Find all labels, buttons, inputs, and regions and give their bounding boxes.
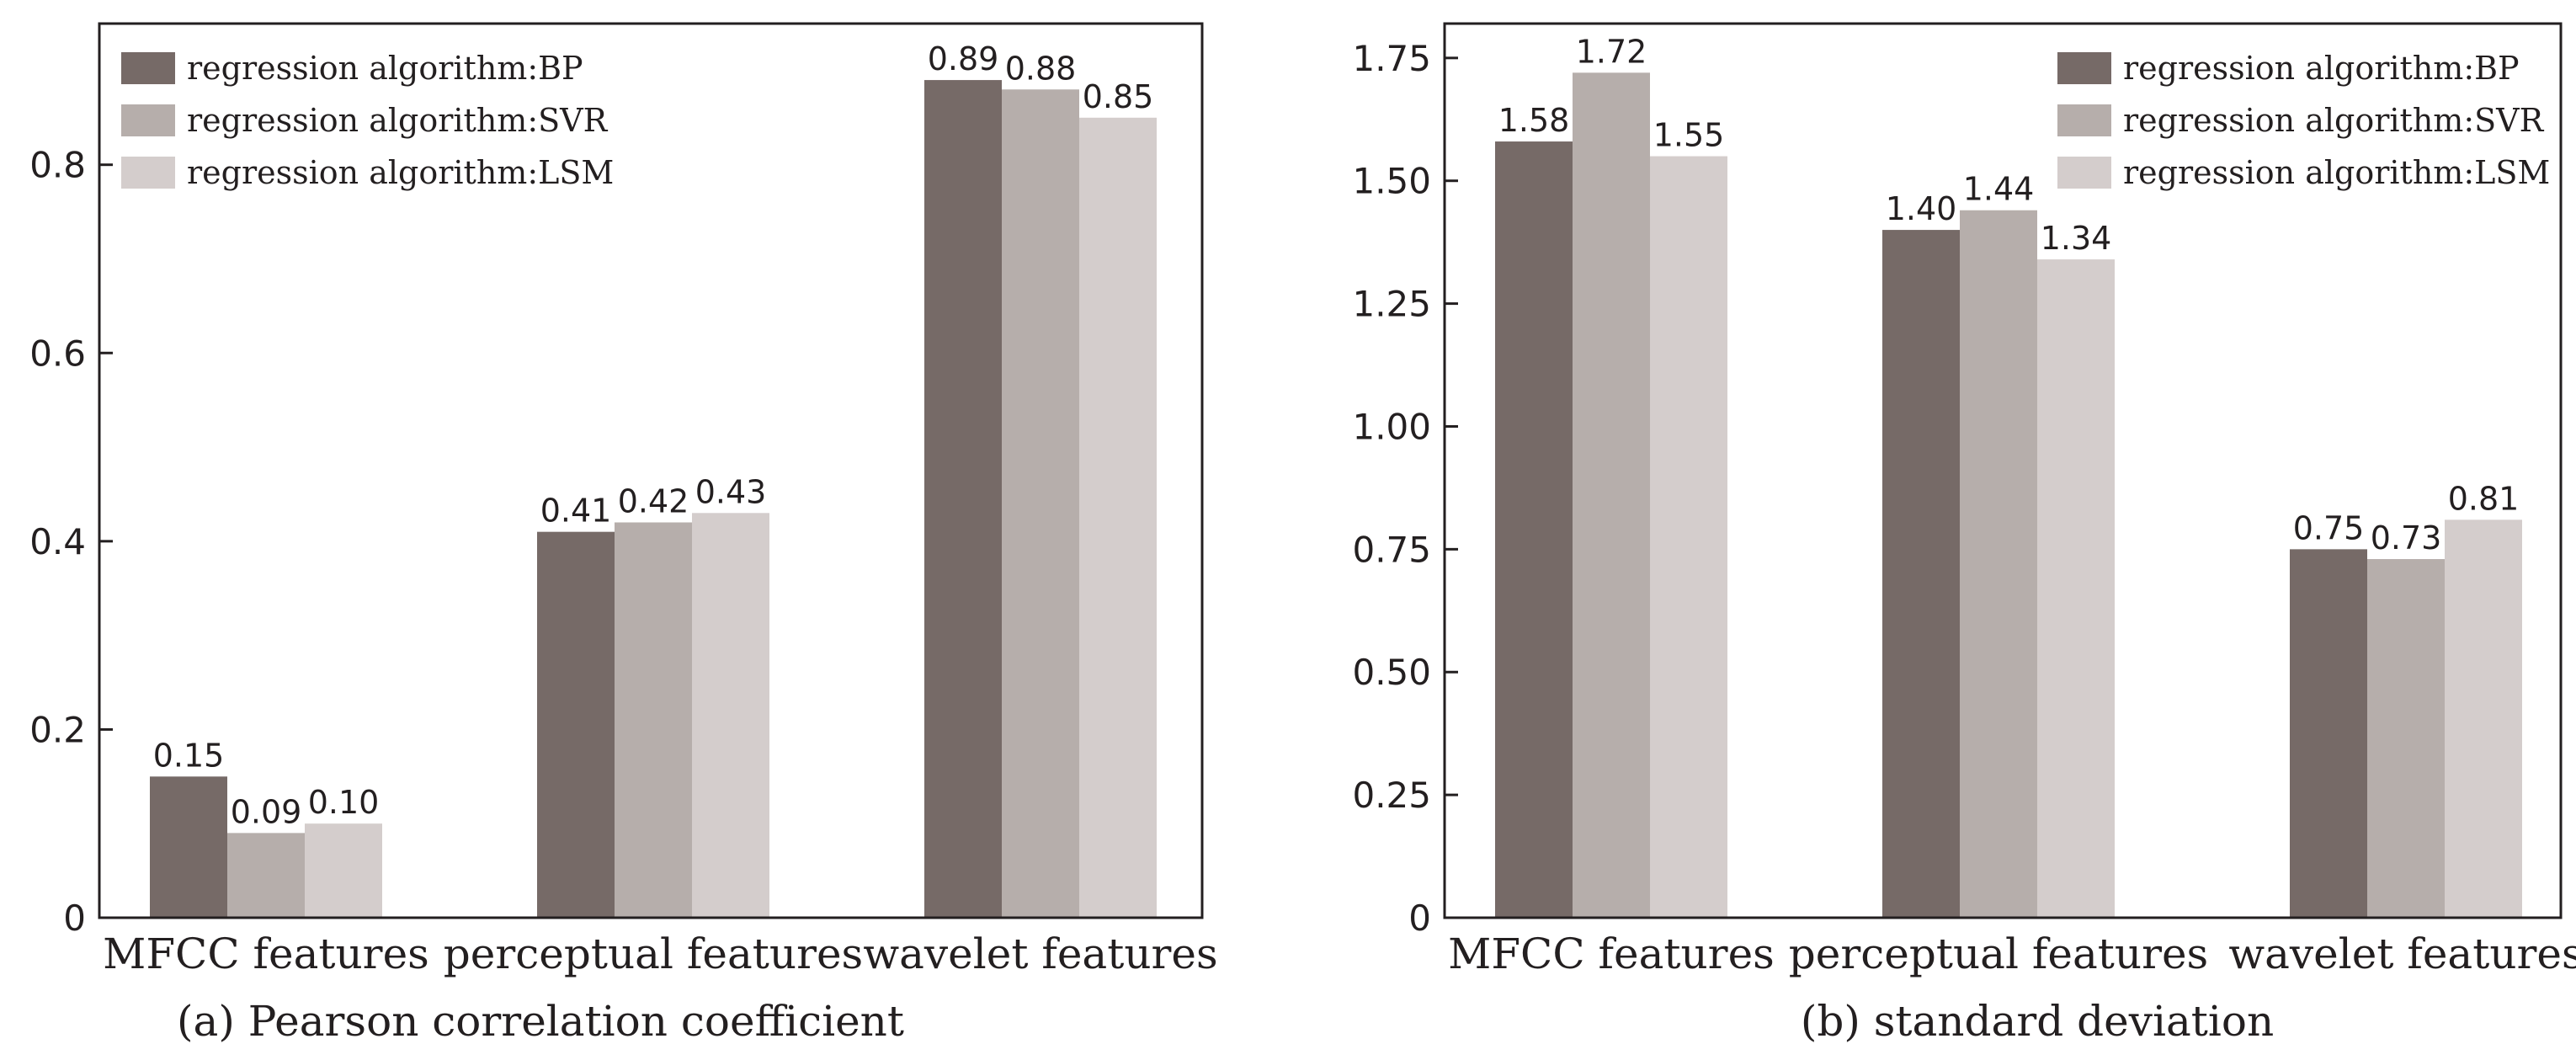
panel-b-bar-svr-2: [2367, 559, 2445, 918]
panel-a-data-label-svr-1: 0.42: [618, 482, 689, 519]
panel-b-legend-swatch-svr: [2057, 104, 2111, 136]
panel-b-y-tick-label-6: 1.50: [1352, 161, 1431, 202]
panel-b-y-tick-label-7: 1.75: [1352, 38, 1431, 79]
panel-b-data-label-svr-2: 0.73: [2371, 519, 2442, 557]
panel-b-y-tick-label-1: 0.25: [1352, 775, 1431, 816]
panel-a-y-tick-label-1: 0.2: [29, 709, 86, 750]
panel-a-legend-swatch-bp: [121, 52, 175, 84]
panel-a-bar-bp-0: [150, 776, 227, 918]
panel-a-bar-bp-1: [537, 531, 615, 918]
panel-a-x-axis: MFCC features perceptual features wavelet …: [103, 929, 1218, 978]
panel-b-x-axis: MFCC features perceptual features wavelet …: [1448, 929, 2576, 978]
panel-b-data-label-lsm-0: 1.55: [1653, 117, 1725, 154]
panel-b-y-tick-label-5: 1.25: [1352, 284, 1431, 325]
panel-b-y-axis: 0 0.25 0.50 0.75 1.00 1.25 1.50 1.75: [1352, 38, 1458, 939]
panel-a-bar-lsm-2: [1079, 117, 1157, 918]
panel-a-bar-bp-2: [924, 80, 1002, 919]
panel-a-legend-swatch-svr: [121, 104, 175, 136]
panel-a-data-label-bp-1: 0.41: [540, 493, 612, 530]
panel-a-data-label-lsm-2: 0.85: [1083, 78, 1154, 115]
panel-a-data-label-lsm-0: 0.10: [308, 784, 380, 821]
panel-b-y-tick-label-4: 1.00: [1352, 406, 1431, 447]
panel-b-bar-bp-2: [2290, 549, 2367, 918]
panel-b-category-label-1: perceptual features: [1789, 929, 2208, 978]
panel-a-y-tick-label-0: 0: [63, 898, 86, 939]
panel-b-data-label-lsm-1: 1.34: [2041, 220, 2112, 257]
panel-b-bar-lsm-1: [2037, 259, 2115, 919]
panel-b-y-tick-label-0: 0: [1408, 898, 1431, 939]
panel-b-legend-label-lsm: regression algorithm:LSM: [2123, 154, 2550, 191]
panel-a-category-label-2: wavelet features: [863, 929, 1217, 978]
panel-b-legend-label-bp: regression algorithm:BP: [2123, 50, 2520, 87]
panel-a-data-label-svr-2: 0.88: [1005, 50, 1077, 87]
panel-a-bar-svr-0: [227, 833, 305, 918]
panel-a-bars: [150, 80, 1157, 919]
panel-b-data-label-svr-1: 1.44: [1963, 171, 2035, 208]
panel-a-legend: regression algorithm:BP regression algori…: [121, 50, 614, 191]
panel-b-y-tick-label-3: 0.75: [1352, 529, 1431, 570]
panel-b-legend-swatch-lsm: [2057, 157, 2111, 189]
panel-a-bar-lsm-1: [692, 513, 769, 918]
panel-a-data-label-lsm-1: 0.43: [695, 473, 767, 510]
panel-b-bar-svr-0: [1573, 72, 1650, 919]
panel-a-bar-lsm-0: [305, 823, 382, 918]
panel-a-legend-label-lsm: regression algorithm:LSM: [187, 154, 614, 191]
panel-b-data-labels: 1.581.72 1.55 1.401.441.34 0.75 0.730.81: [1498, 33, 2520, 557]
panel-a-data-label-svr-0: 0.09: [231, 793, 302, 830]
panel-a-data-label-bp-2: 0.89: [928, 40, 999, 77]
panel-a-caption: (a) Pearson correlation coefficient: [177, 997, 904, 1046]
panel-b-frame: [1443, 22, 2563, 919]
panel-a-data-labels: 0.150.09 0.10 0.41 0.42 0.43 0.89 0.880.85: [153, 40, 1154, 830]
panel-a-pearson: 0.150.09 0.10 0.41 0.42 0.43 0.89 0.880.85 0 0.…: [29, 22, 1218, 1046]
panel-b-bar-lsm-0: [1650, 156, 1727, 919]
panel-b-legend: regression algorithm:BP regression algori…: [2057, 50, 2550, 191]
panel-a-legend-label-bp: regression algorithm:BP: [187, 50, 583, 87]
panel-a-legend-label-svr: regression algorithm:SVR: [187, 102, 609, 139]
panel-b-data-label-bp-2: 0.75: [2293, 509, 2365, 546]
panel-b-bar-bp-1: [1882, 230, 1960, 919]
panel-a-y-tick-label-4: 0.8: [29, 145, 86, 186]
panel-a-y-axis: 0 0.2 0.4 0.6 0.8: [29, 145, 113, 939]
panel-b-bar-bp-0: [1495, 141, 1573, 919]
panel-b-std-deviation: 1.581.721.551.401.441.340.75 0.730.81 00.…: [1352, 22, 2576, 1046]
panel-b-legend-label-svr: regression algorithm:SVR: [2123, 102, 2545, 139]
panel-a-frame: [98, 22, 1204, 919]
panel-b-data-label-bp-1: 1.40: [1886, 190, 1957, 227]
panel-b-legend-swatch-bp: [2057, 52, 2111, 84]
panel-b-data-label-svr-0: 1.72: [1576, 33, 1647, 70]
panel-a-category-label-0: MFCC features: [103, 929, 429, 978]
panel-b-category-label-0: MFCC features: [1448, 929, 1775, 978]
panel-a-bar-svr-2: [1002, 89, 1079, 919]
panel-b-bar-lsm-2: [2445, 519, 2522, 918]
panel-b-data-label-lsm-2: 0.81: [2448, 480, 2520, 517]
panel-b-bar-svr-1: [1960, 210, 2037, 918]
panel-a-data-label-bp-0: 0.15: [153, 737, 225, 774]
panel-b-category-label-2: wavelet features: [2228, 929, 2576, 978]
panel-a-legend-swatch-lsm: [121, 157, 175, 189]
panel-a-y-tick-label-3: 0.6: [29, 333, 86, 374]
panel-b-caption: (b) standard deviation: [1801, 997, 2274, 1046]
panel-b-bars: [1495, 72, 2522, 919]
panel-b-data-label-bp-0: 1.58: [1498, 102, 1570, 139]
panel-b-y-tick-label-2: 0.50: [1352, 652, 1431, 693]
panel-a-category-label-1: perceptual features: [444, 929, 863, 978]
panel-a-bar-svr-1: [615, 522, 692, 918]
panel-a-y-tick-label-2: 0.4: [29, 521, 86, 562]
